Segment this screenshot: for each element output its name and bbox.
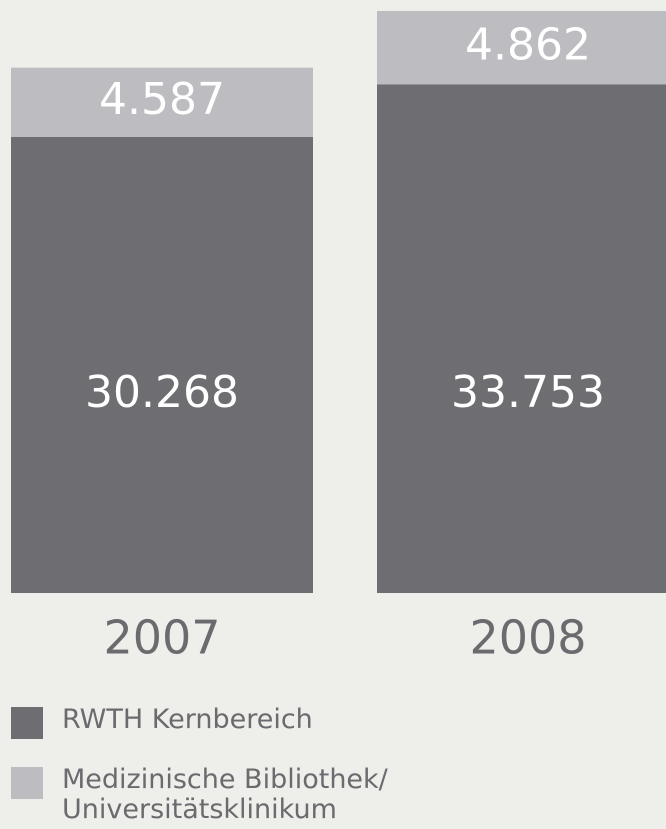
bar-segment [377, 11, 666, 85]
bar-segment [377, 84, 666, 594]
value-label: 30.268 [85, 367, 239, 418]
chart: 30.268 4.587 2007 33.753 4.862 2008 [11, 11, 666, 665]
value-label: 33.753 [451, 367, 605, 418]
legend-swatch [11, 767, 43, 799]
legend-label: RWTH Kernbereich [62, 704, 313, 735]
bar-segment [11, 136, 313, 593]
value-label: 4.862 [465, 20, 591, 71]
x-tick-label: 2008 [469, 611, 586, 665]
value-label: 4.587 [99, 74, 225, 125]
x-tick-label: 2007 [103, 611, 220, 665]
legend-swatch [11, 707, 43, 739]
legend-label: Medizinische Bibliothek/ Universitätskli… [62, 764, 388, 825]
bar-segment [11, 67, 313, 137]
